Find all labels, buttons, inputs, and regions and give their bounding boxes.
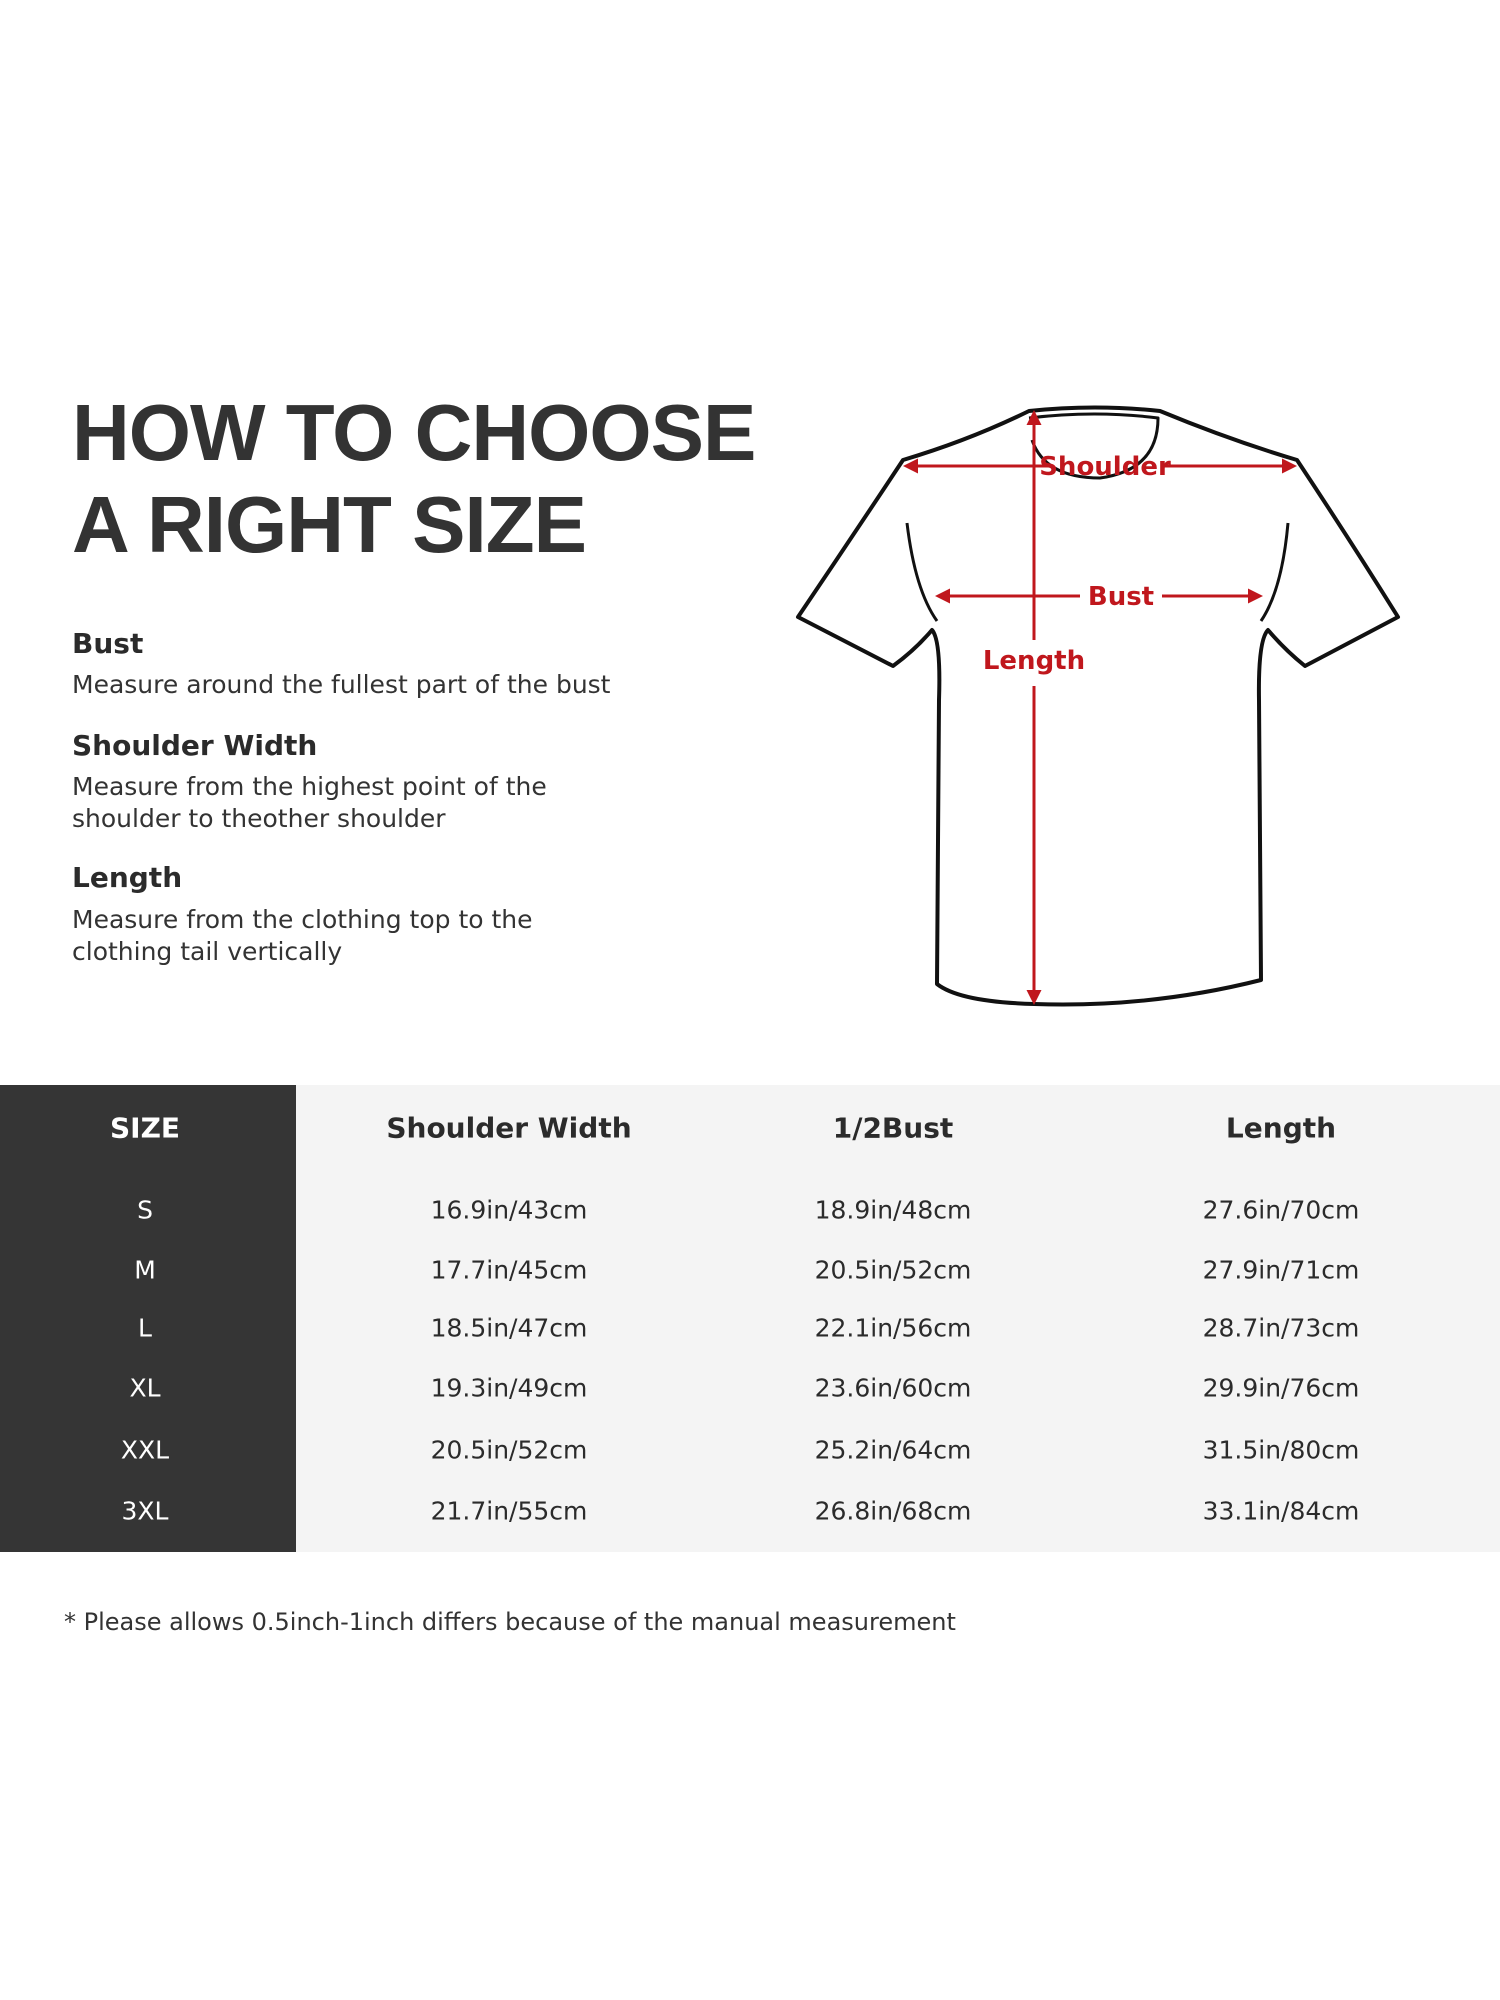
table-cell-shoulder-width: 20.5in/52cm	[430, 1435, 588, 1465]
length-label: Length	[983, 646, 1085, 676]
table-cell-size: M	[134, 1255, 156, 1285]
size-table: SIZE Shoulder Width 1/2Bust Length S 16.9in/4…	[0, 1085, 1500, 1552]
shoulder-width-heading: Shoulder Width	[72, 729, 318, 762]
table-cell-size: XL	[129, 1373, 161, 1403]
length-header: Length	[1225, 1111, 1337, 1145]
table-cell-size: 3XL	[121, 1496, 169, 1526]
table-cell-half-bust: 26.8in/68cm	[814, 1496, 972, 1526]
table-cell-size: L	[138, 1313, 152, 1343]
page-title-line-1: HOW TO CHOOSE	[72, 388, 756, 477]
table-cell-shoulder-width: 19.3in/49cm	[430, 1373, 588, 1403]
shoulder-label: Shoulder	[1039, 452, 1171, 482]
page-title-line-2: A RIGHT SIZE	[72, 480, 587, 569]
table-cell-length: 31.5in/80cm	[1202, 1435, 1360, 1465]
measurement-footnote: * Please allows 0.5inch-1inch differs be…	[64, 1608, 956, 1636]
length-heading: Length	[72, 861, 183, 894]
table-cell-size: S	[137, 1195, 153, 1225]
table-cell-half-bust: 22.1in/56cm	[814, 1313, 972, 1343]
table-cell-shoulder-width: 17.7in/45cm	[430, 1255, 588, 1285]
size-header: SIZE	[109, 1111, 181, 1145]
bust-heading: Bust	[72, 627, 144, 660]
tshirt-outline	[796, 405, 1400, 1007]
table-cell-length: 27.6in/70cm	[1202, 1195, 1360, 1225]
table-cell-length: 27.9in/71cm	[1202, 1255, 1360, 1285]
measure-arrows	[903, 410, 1297, 1005]
shoulder-description-line-2: shoulder to theother shoulder	[72, 804, 446, 833]
table-cell-shoulder-width: 18.5in/47cm	[430, 1313, 588, 1343]
table-cell-shoulder-width: 16.9in/43cm	[430, 1195, 588, 1225]
table-cell-shoulder-width: 21.7in/55cm	[430, 1496, 588, 1526]
size-column	[0, 1085, 296, 1552]
table-cell-half-bust: 23.6in/60cm	[814, 1373, 972, 1403]
length-description-line-1: Measure from the clothing top to the	[72, 905, 533, 934]
bust-description: Measure around the fullest part of the b…	[72, 670, 611, 699]
table-cell-half-bust: 20.5in/52cm	[814, 1255, 972, 1285]
table-cell-length: 29.9in/76cm	[1202, 1373, 1360, 1403]
table-cell-length: 33.1in/84cm	[1202, 1496, 1360, 1526]
length-description-line-2: clothing tail vertically	[72, 937, 343, 966]
table-cell-length: 28.7in/73cm	[1202, 1313, 1360, 1343]
shoulder-description-line-1: Measure from the highest point of the	[72, 772, 547, 801]
shoulder-width-header: Shoulder Width	[386, 1111, 632, 1145]
table-cell-half-bust: 25.2in/64cm	[814, 1435, 972, 1465]
table-cell-size: XXL	[120, 1435, 170, 1465]
half-bust-header: 1/2Bust	[832, 1111, 954, 1145]
table-cell-half-bust: 18.9in/48cm	[814, 1195, 972, 1225]
bust-label: Bust	[1088, 582, 1154, 612]
